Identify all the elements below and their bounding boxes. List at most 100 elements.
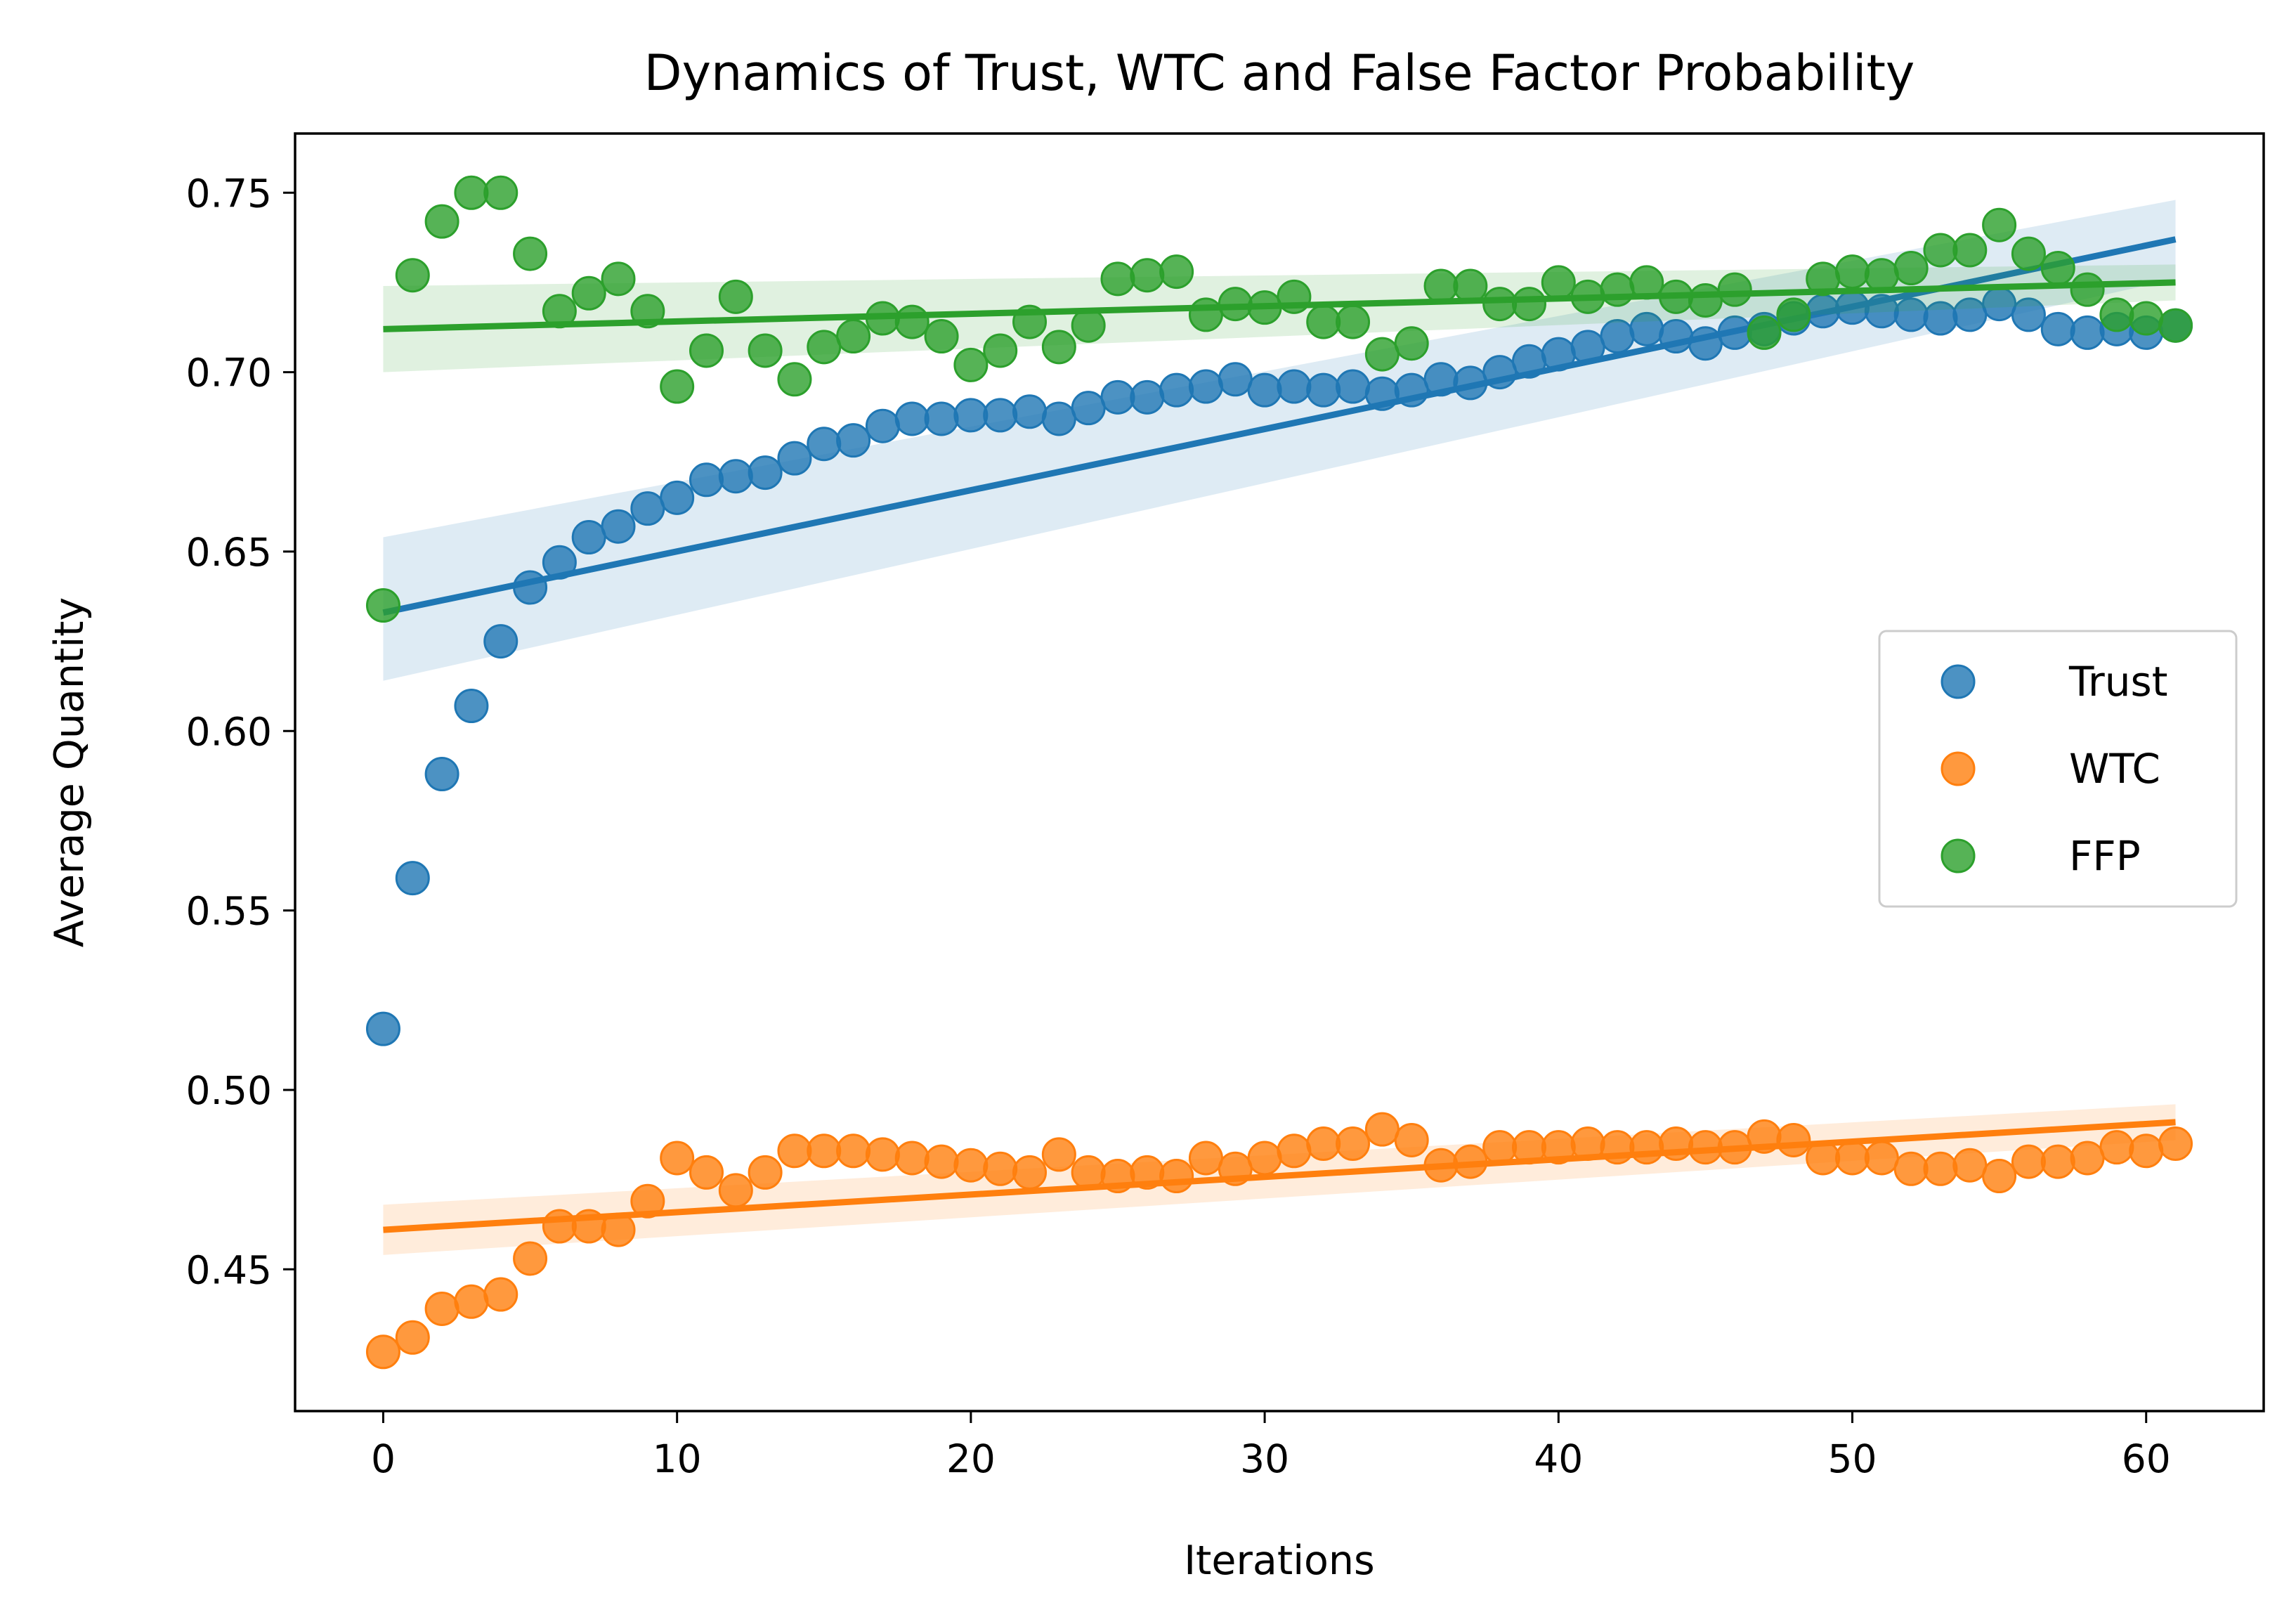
data-point-wtc [2011,1144,2046,1179]
series-wtc [365,1104,2193,1370]
data-point-ffp [513,236,548,271]
data-point-ffp [2158,308,2193,343]
legend: Trust WTC FFP [1878,630,2238,908]
data-point-ffp [483,175,518,210]
data-point-ffp [1952,233,1988,268]
data-point-wtc [1336,1126,1371,1162]
x-axis: 0 10 20 30 40 50 60 [371,1411,2171,1481]
legend-marker-wtc [1940,751,1976,786]
data-point-ffp [1747,315,1782,350]
data-point-ffp [924,319,959,354]
data-point-wtc [1864,1141,1899,1176]
data-point-wtc [542,1209,577,1244]
data-point-ffp [1688,282,1723,318]
data-point-ffp [1776,297,1811,332]
data-point-wtc [1306,1126,1341,1162]
data-point-trust [983,398,1018,433]
data-point-ffp [395,258,430,293]
data-point-wtc [836,1133,871,1169]
data-point-trust [630,491,665,526]
trend-line-trust [382,236,2177,616]
data-point-ffp [1394,326,1429,361]
data-point-trust [1100,379,1135,415]
x-tick-label: 40 [1534,1436,1583,1481]
series-ffp [365,175,2193,623]
data-point-ffp [1130,258,1165,293]
y-tick-label: 0.70 [186,351,272,396]
data-point-wtc [2129,1133,2164,1169]
data-point-wtc [1394,1122,1429,1157]
data-point-wtc [2040,1144,2075,1179]
data-point-ffp [424,204,459,239]
data-point-trust [689,462,724,498]
data-point-trust [894,401,930,436]
data-point-trust [1041,401,1076,436]
data-point-trust [1159,372,1194,408]
x-tick-label: 50 [1828,1436,1877,1481]
data-point-wtc [1482,1130,1518,1165]
data-point-wtc [777,1133,812,1169]
data-point-wtc [2158,1126,2193,1162]
data-point-trust [1600,319,1635,354]
legend-label-wtc: WTC [2069,745,2160,793]
data-point-wtc [2070,1141,2105,1176]
legend-label-trust: Trust [2068,658,2167,706]
data-point-trust [836,423,871,458]
data-point-wtc [483,1277,518,1312]
data-point-ffp [2099,297,2134,332]
data-point-trust [1188,369,1223,404]
data-point-wtc [513,1241,548,1276]
data-point-trust [1071,391,1106,426]
data-point-trust [424,757,459,792]
data-point-trust [2011,297,2046,332]
data-point-trust [1277,369,1312,404]
data-point-ffp [1423,268,1459,304]
data-point-wtc [1188,1141,1223,1176]
data-point-wtc [1629,1130,1664,1165]
data-point-trust [1247,372,1282,408]
data-point-trust [807,427,842,462]
data-point-trust [865,408,900,443]
data-point-trust [483,624,518,659]
data-point-trust [660,480,695,515]
data-point-trust [2070,315,2105,350]
data-point-trust [1012,394,1048,429]
data-point-ffp [2070,272,2105,307]
data-point-ffp [1541,265,1576,300]
data-point-wtc [1893,1151,1929,1186]
data-point-trust [1130,379,1165,415]
data-point-wtc [718,1173,753,1208]
data-point-ffp [983,333,1018,368]
data-point-wtc [1923,1151,1958,1186]
legend-marker-trust [1940,664,1976,699]
data-point-wtc [1012,1155,1048,1190]
data-point-trust [1306,372,1341,408]
data-point-trust [601,509,636,544]
data-point-wtc [1277,1133,1312,1169]
data-point-trust [953,398,989,433]
data-point-wtc [894,1141,930,1176]
x-tick-label: 10 [653,1436,702,1481]
data-point-trust [777,441,812,476]
data-point-ffp [1717,272,1752,307]
data-point-ffp [1188,297,1223,332]
data-point-ffp [953,347,989,382]
legend-label-ffp: FFP [2069,832,2141,880]
data-point-wtc [1776,1122,1811,1157]
data-point-trust [571,520,606,555]
legend-box [1878,630,2238,908]
x-tick-label: 60 [2122,1436,2171,1481]
data-point-ffp [1864,258,1899,293]
data-point-wtc [1835,1141,1870,1176]
data-point-wtc [395,1320,430,1355]
data-point-trust [365,1011,400,1046]
data-point-wtc [924,1144,959,1179]
data-point-ffp [365,588,400,623]
x-tick-label: 20 [946,1436,996,1481]
x-axis-label: Iterations [1184,1538,1374,1584]
data-point-trust [718,459,753,494]
data-point-wtc [660,1141,695,1176]
data-point-wtc [2099,1130,2134,1165]
data-point-ffp [1336,304,1371,339]
